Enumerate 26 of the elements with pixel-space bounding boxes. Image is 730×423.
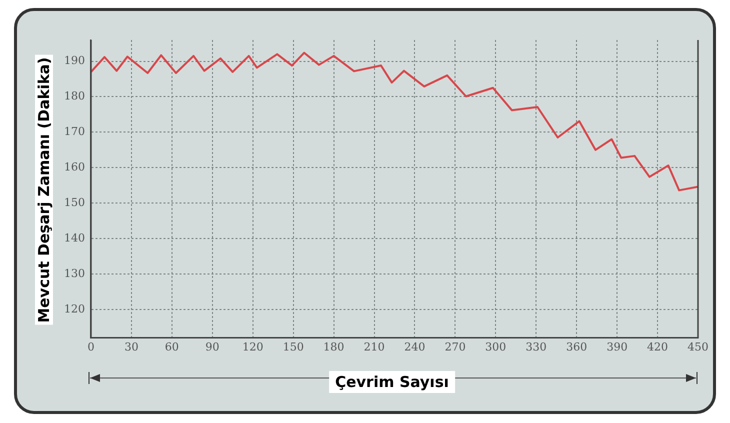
x-tick-label: 30 [124,340,138,354]
y-tick-label: 130 [64,266,85,280]
y-tick-label: 140 [64,231,85,244]
x-tick-label: 180 [323,340,344,354]
x-tick-label: 150 [282,340,304,354]
y-tick-label: 120 [64,302,85,316]
y-tick-label: 180 [64,90,85,103]
x-tick-label: 330 [526,340,547,354]
x-tick-label: 360 [566,340,588,354]
x-tick-label: 60 [164,340,179,354]
x-tick-label: 0 [87,340,94,354]
x-tick-label: 240 [404,340,426,354]
x-tick-label: 450 [688,340,708,354]
x-tick-label: 420 [647,340,668,354]
x-tick-label: 390 [606,340,628,354]
x-tick-label: 300 [485,340,506,354]
y-tick-label: 190 [64,54,85,68]
x-tick-label: 270 [444,340,466,354]
x-axis-title: Çevrim Sayısı [329,371,455,393]
y-tick-label: 170 [64,125,85,138]
x-tick-label: 210 [364,340,385,354]
y-tick-label: 160 [64,160,85,174]
y-tick-label: 150 [64,196,85,209]
x-tick-label: 90 [205,340,220,354]
x-tick-label: 120 [242,340,264,354]
y-axis-title: Mevcut Deşarj Zamanı (Dakika) [35,55,53,325]
